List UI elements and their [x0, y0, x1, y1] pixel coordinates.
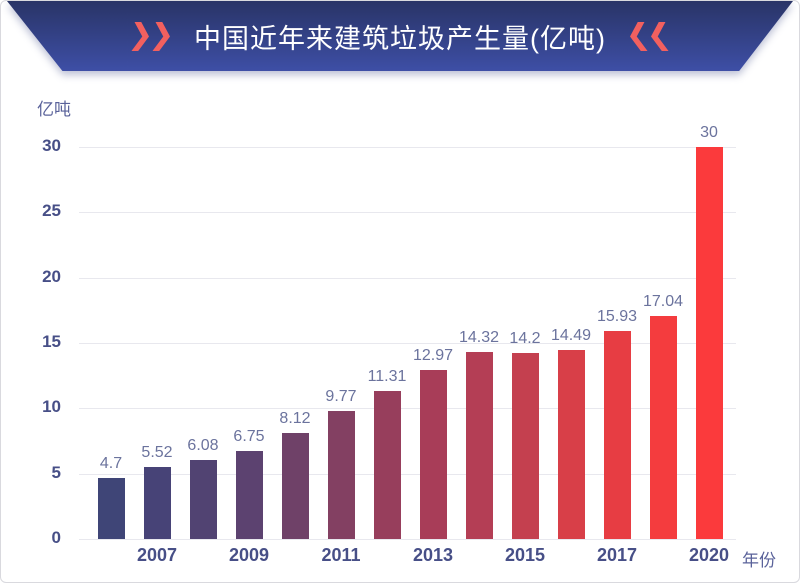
y-tick-label: 25	[42, 201, 61, 221]
bar	[143, 466, 171, 539]
gridline	[79, 146, 736, 148]
bar	[97, 477, 125, 539]
bar-value-label: 4.7	[99, 454, 123, 472]
bar-value-label: 14.49	[550, 326, 592, 344]
x-axis-title: 年份	[742, 551, 776, 570]
y-tick-label: 15	[42, 331, 61, 351]
x-tick-label: 2015	[504, 545, 546, 565]
x-tick-label: 2017	[596, 545, 638, 565]
x-tick-label: 2009	[228, 545, 270, 565]
bar	[419, 369, 447, 539]
bar-value-label: 30	[700, 123, 718, 141]
bar	[373, 391, 401, 539]
gridline	[79, 277, 736, 279]
bar	[557, 349, 585, 539]
x-tick-label: 2020	[688, 545, 730, 565]
y-tick-label: 30	[42, 135, 61, 155]
gridline	[79, 342, 736, 344]
bar	[695, 146, 723, 539]
bar-value-label: 12.97	[412, 346, 454, 364]
bar-value-label: 14.32	[458, 328, 500, 346]
bar-value-label: 8.12	[279, 409, 311, 427]
x-tick-label: 2011	[321, 545, 361, 565]
bar	[649, 316, 677, 539]
y-axis-unit-label: 亿吨	[37, 100, 71, 119]
bar-value-label: 9.77	[325, 388, 357, 406]
y-tick-label: 20	[42, 266, 61, 286]
bar-value-label: 5.52	[141, 443, 173, 461]
y-tick-label: 10	[42, 397, 61, 417]
bar-value-label: 11.31	[367, 368, 407, 386]
bar	[235, 450, 263, 539]
bar	[511, 353, 539, 539]
bar	[281, 432, 309, 539]
bar-value-label: 14.2	[509, 330, 541, 348]
bar-value-label: 6.75	[233, 427, 265, 445]
gridline	[79, 408, 736, 410]
x-tick-label: 2007	[136, 545, 178, 565]
bar	[327, 411, 355, 539]
x-tick-label: 2013	[412, 545, 454, 565]
bar-value-label: 17.04	[642, 293, 684, 311]
y-tick-label: 5	[51, 462, 61, 482]
y-tick-label: 0	[51, 528, 61, 547]
gridline	[79, 212, 736, 214]
bar-value-label: 6.08	[187, 436, 219, 454]
gridline	[79, 539, 736, 540]
bar	[603, 330, 631, 539]
gridline	[79, 473, 736, 475]
bar-value-label: 15.93	[596, 307, 638, 325]
bar	[189, 459, 217, 539]
bar	[465, 351, 493, 539]
